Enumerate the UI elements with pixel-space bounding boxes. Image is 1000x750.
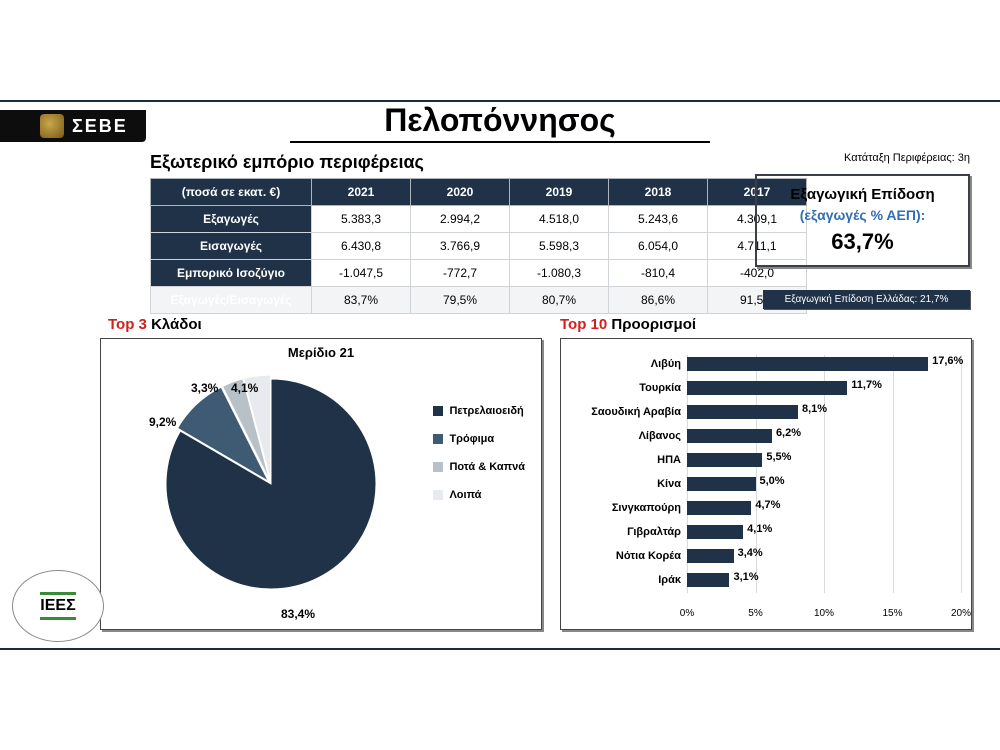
table-cell: -1.080,3 [510, 260, 609, 287]
pie-legend: Πετρελαιοειδή Τρόφιμα Ποτά & Καπνά Λοιπά [433, 389, 525, 517]
bar-value: 17,6% [932, 355, 963, 367]
section-subtitle: Εξωτερικό εμπόριο περιφέρειας [150, 152, 424, 173]
axis-tick: 10% [814, 608, 834, 619]
axis-tick: 5% [748, 608, 762, 619]
pie-value-label: 83,4% [281, 607, 315, 621]
org-logo-text: ΣΕΒΕ [72, 116, 128, 137]
table-cell: 3.766,9 [411, 233, 510, 260]
table-cell: 6.054,0 [609, 233, 708, 260]
bar-label: Γιβραλτάρ [571, 526, 687, 538]
bar-label: Νότια Κορέα [571, 550, 687, 562]
table-cell: 80,7% [510, 287, 609, 314]
axis-tick: 0% [680, 608, 694, 619]
table-cell: 2.994,2 [411, 206, 510, 233]
pie-chart [156, 369, 386, 599]
region-rank: Κατάταξη Περιφέρειας: 3η [844, 152, 970, 164]
bar-fill [687, 429, 772, 443]
table-row-label: Εισαγωγές [151, 233, 312, 260]
bar-fill [687, 573, 729, 587]
table-header-year: 2018 [609, 179, 708, 206]
org-logo-bar: ΣΕΒΕ [0, 110, 146, 142]
table-row-label: Εμπορικό Ισοζύγιο [151, 260, 312, 287]
pie-value-label: 3,3% [191, 381, 218, 395]
bar-label: Σαουδική Αραβία [571, 406, 687, 418]
legend-item: Ποτά & Καπνά [433, 461, 525, 473]
bar-value: 4,7% [755, 499, 780, 511]
axis-tick: 15% [882, 608, 902, 619]
table-cell: 5.598,3 [510, 233, 609, 260]
table-header: (ποσά σε εκατ. €) [151, 179, 312, 206]
trade-table: (ποσά σε εκατ. €)20212020201920182017 Εξ… [150, 178, 807, 314]
pie-value-label: 9,2% [149, 415, 176, 429]
legend-item: Πετρελαιοειδή [433, 405, 525, 417]
bar-value: 4,1% [747, 523, 772, 535]
axis-tick: 20% [951, 608, 971, 619]
bar-label: ΗΠΑ [571, 454, 687, 466]
table-cell: 79,5% [411, 287, 510, 314]
pie-panel: Μερίδιο 21 Πετρελαιοειδή Τρόφιμα Ποτά & Κα… [100, 338, 542, 630]
pie-heading: Μερίδιο 21 [101, 345, 541, 360]
bar-panel: Λιβύη 17,6% Τουρκία 11,7% Σαουδική Αραβία 8,1… [560, 338, 972, 630]
national-kpi: Εξαγωγική Επίδοση Ελλάδας: 21,7% [763, 290, 970, 309]
footer-logo: ΙΕΕΣ [12, 570, 104, 642]
table-header-year: 2020 [411, 179, 510, 206]
bar-value: 11,7% [851, 379, 882, 391]
table-row-label: Εξαγωγές [151, 206, 312, 233]
bar-fill [687, 453, 762, 467]
bar-value: 8,1% [802, 403, 827, 415]
bar-value: 3,1% [733, 571, 758, 583]
bar-fill [687, 405, 798, 419]
bar-label: Λιβύη [571, 358, 687, 370]
bar-fill [687, 477, 756, 491]
bar-fill [687, 525, 743, 539]
org-logo-icon [40, 114, 64, 138]
kpi-box: Εξαγωγική Επίδοση (εξαγωγές % ΑΕΠ): 63,7… [755, 174, 970, 267]
bar-fill [687, 357, 928, 371]
bar-fill [687, 501, 751, 515]
pie-value-label: 4,1% [231, 381, 258, 395]
table-header-year: 2021 [312, 179, 411, 206]
table-cell: 5.383,3 [312, 206, 411, 233]
pie-section-title: Top 3 Κλάδοι [108, 316, 202, 333]
bar-label: Λίβανος [571, 430, 687, 442]
bar-label: Ιράκ [571, 574, 687, 586]
kpi-title: Εξαγωγική Επίδοση [765, 186, 960, 203]
bar-section-title: Top 10 Προορισμοί [560, 316, 696, 333]
legend-item: Λοιπά [433, 489, 525, 501]
legend-item: Τρόφιμα [433, 433, 525, 445]
table-cell: 86,6% [609, 287, 708, 314]
table-header-year: 2019 [510, 179, 609, 206]
table-cell: 5.243,6 [609, 206, 708, 233]
table-row-label: Εξαγωγές/Εισαγωγές [151, 287, 312, 314]
bar-chart: Λιβύη 17,6% Τουρκία 11,7% Σαουδική Αραβία 8,1… [571, 351, 961, 619]
bar-value: 5,0% [760, 475, 785, 487]
bar-fill [687, 549, 734, 563]
kpi-value: 63,7% [765, 229, 960, 255]
bar-fill [687, 381, 847, 395]
table-cell: 83,7% [312, 287, 411, 314]
table-cell: 4.518,0 [510, 206, 609, 233]
table-cell: -1.047,5 [312, 260, 411, 287]
bar-label: Κίνα [571, 478, 687, 490]
bar-label: Τουρκία [571, 382, 687, 394]
bar-value: 3,4% [738, 547, 763, 559]
table-cell: -772,7 [411, 260, 510, 287]
bar-label: Σινγκαπούρη [571, 502, 687, 514]
table-cell: 6.430,8 [312, 233, 411, 260]
kpi-sub: (εξαγωγές % ΑΕΠ): [765, 207, 960, 223]
bar-value: 6,2% [776, 427, 801, 439]
page-title: Πελοπόννησος [290, 102, 710, 143]
table-cell: -810,4 [609, 260, 708, 287]
bar-value: 5,5% [766, 451, 791, 463]
